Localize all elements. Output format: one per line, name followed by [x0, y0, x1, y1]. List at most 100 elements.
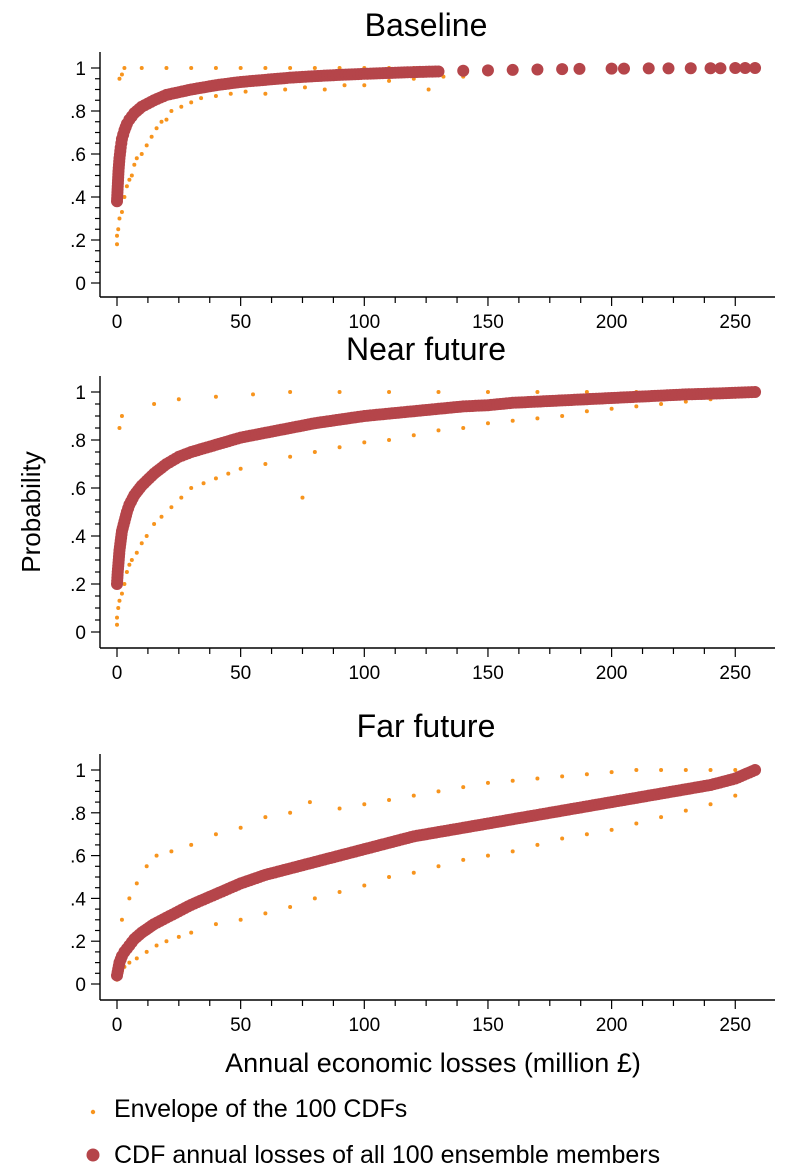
cdf-point	[531, 63, 544, 76]
envelope-point	[683, 808, 688, 813]
panel-title-0: Baseline	[365, 7, 488, 43]
cdf-point	[749, 62, 762, 74]
envelope-point	[149, 134, 154, 139]
envelope-point	[213, 832, 218, 837]
envelope-point	[169, 505, 174, 510]
envelope-point	[263, 911, 268, 916]
envelope-point	[213, 394, 218, 399]
envelope-point	[288, 66, 293, 70]
envelope-point	[535, 390, 540, 394]
envelope-point	[584, 409, 589, 414]
envelope-point	[127, 960, 132, 965]
cdf-point	[642, 62, 655, 75]
envelope-point	[560, 414, 565, 418]
envelope-point	[117, 598, 122, 603]
x-tick-label-2-2: 100	[348, 1015, 380, 1036]
envelope-point	[634, 768, 639, 772]
envelope-point	[189, 66, 194, 70]
envelope-point	[535, 776, 540, 781]
envelope-point	[152, 402, 157, 406]
cdf-point	[457, 64, 470, 77]
cdf-point	[739, 62, 752, 74]
envelope-point	[510, 778, 515, 783]
cdf-point	[729, 62, 742, 74]
envelope-point	[510, 849, 515, 854]
envelope-point	[307, 800, 312, 805]
envelope-point	[659, 768, 664, 772]
x-tick-label-0-3: 150	[472, 312, 504, 333]
envelope-point	[461, 857, 466, 862]
envelope-point	[560, 774, 565, 779]
envelope-point	[337, 889, 342, 894]
envelope-point	[127, 562, 132, 567]
envelope-point	[159, 119, 164, 124]
envelope-point	[132, 162, 137, 167]
cdf-point	[749, 386, 762, 398]
envelope-point	[485, 853, 490, 858]
cdf-point	[481, 64, 494, 77]
y-tick-label-2-4: .8	[70, 804, 86, 825]
envelope-point	[189, 100, 194, 105]
envelope-point	[322, 87, 327, 92]
envelope-point	[387, 438, 392, 442]
envelope-point	[387, 875, 392, 879]
envelope-point	[122, 582, 127, 586]
y-tick-label-2-5: 1	[75, 761, 86, 782]
envelope-point	[213, 66, 218, 70]
envelope-point	[139, 152, 144, 156]
envelope-point	[154, 853, 159, 858]
envelope-point	[263, 91, 268, 96]
legend-envelope-label: Envelope of the 100 CDFs	[114, 1095, 408, 1123]
y-tick-label-1-4: .8	[70, 431, 86, 452]
envelope-point	[485, 780, 490, 785]
envelope-point	[122, 195, 127, 199]
envelope-point	[213, 93, 218, 98]
cdf-point	[605, 62, 618, 75]
envelope-point	[387, 797, 392, 802]
panel-title-1: Near future	[346, 331, 506, 367]
cdf-point	[749, 764, 762, 776]
envelope-point	[117, 216, 122, 221]
envelope-point	[659, 402, 664, 406]
envelope-point	[485, 390, 490, 394]
x-tick-label-0-0: 0	[112, 312, 123, 333]
x-tick-label-0-4: 200	[596, 312, 628, 333]
cdf-point	[684, 62, 697, 75]
envelope-point	[683, 768, 688, 772]
envelope-point	[119, 210, 124, 215]
envelope-point	[119, 591, 124, 596]
x-tick-label-0-2: 100	[348, 312, 380, 333]
envelope-point	[179, 495, 184, 500]
y-tick-label-1-5: 1	[75, 383, 86, 404]
envelope-point	[436, 390, 441, 394]
x-tick-label-1-3: 150	[472, 663, 504, 684]
envelope-point	[238, 66, 243, 70]
y-tick-label-2-3: .6	[70, 847, 86, 868]
envelope-point	[179, 104, 184, 109]
envelope-point	[119, 414, 124, 418]
envelope-point	[213, 922, 218, 927]
envelope-point	[169, 109, 174, 113]
envelope-point	[115, 242, 119, 247]
cdf-point	[506, 63, 519, 76]
envelope-point	[164, 66, 169, 70]
envelope-point	[201, 481, 206, 486]
envelope-point	[362, 83, 367, 88]
envelope-point	[189, 930, 194, 935]
envelope-point	[213, 476, 218, 481]
envelope-point	[134, 550, 139, 555]
envelope-point	[535, 416, 540, 421]
envelope-point	[263, 66, 268, 70]
envelope-point	[436, 789, 441, 794]
envelope-point	[609, 406, 614, 411]
envelope-point	[144, 949, 149, 954]
envelope-point	[609, 827, 614, 832]
legend-cdf-label: CDF annual losses of all 100 ensemble me…	[114, 1141, 661, 1169]
envelope-point	[288, 810, 293, 815]
y-tick-label-0-1: .2	[70, 231, 86, 252]
x-tick-label-1-1: 50	[230, 663, 251, 684]
envelope-point	[708, 768, 713, 772]
x-tick-label-1-5: 250	[719, 663, 751, 684]
envelope-point	[176, 934, 181, 939]
